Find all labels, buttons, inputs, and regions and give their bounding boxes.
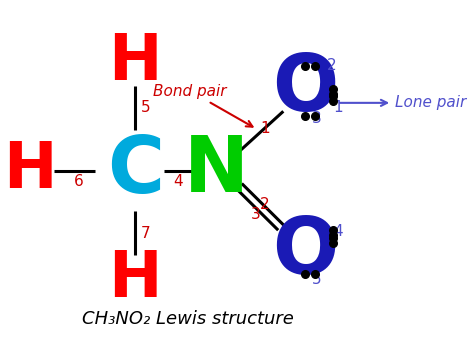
Text: 3: 3 — [312, 110, 322, 125]
Text: H: H — [109, 31, 162, 93]
Text: Lone pair: Lone pair — [340, 95, 466, 110]
Text: 5: 5 — [312, 272, 322, 287]
Text: O: O — [273, 214, 339, 290]
Text: 4: 4 — [333, 224, 343, 239]
Text: N: N — [184, 133, 249, 208]
Text: CH₃NO₂ Lewis structure: CH₃NO₂ Lewis structure — [82, 310, 294, 328]
Text: C: C — [107, 133, 164, 208]
Text: H: H — [3, 139, 56, 202]
Text: 5: 5 — [141, 101, 150, 116]
Text: H: H — [109, 248, 162, 310]
Text: 2: 2 — [327, 58, 337, 73]
Text: 4: 4 — [173, 174, 183, 189]
Text: 2: 2 — [259, 197, 269, 212]
Text: Bond pair: Bond pair — [153, 84, 252, 127]
Text: 1: 1 — [260, 121, 270, 136]
Text: O: O — [273, 51, 339, 127]
Text: 7: 7 — [141, 225, 150, 240]
Text: 6: 6 — [74, 174, 83, 189]
Text: 3: 3 — [251, 207, 261, 222]
Text: 1: 1 — [333, 101, 343, 116]
